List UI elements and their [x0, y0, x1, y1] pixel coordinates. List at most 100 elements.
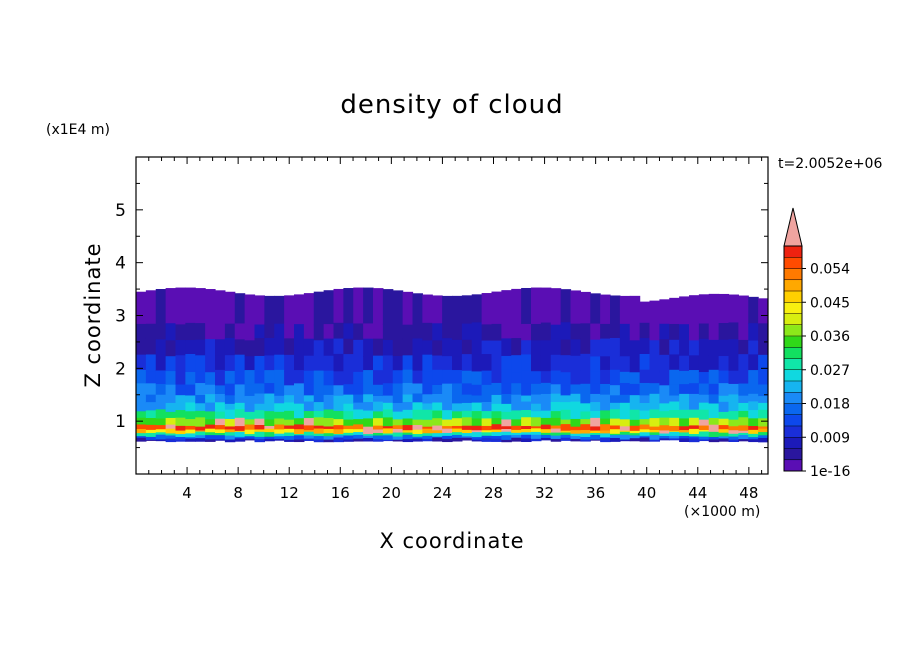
density-cell: [175, 324, 186, 341]
density-cell: [629, 383, 641, 396]
density-cell: [402, 369, 414, 384]
density-cell: [570, 433, 581, 437]
colorbar-segment: [784, 246, 802, 258]
density-cell: [669, 435, 680, 440]
density-cell: [284, 428, 295, 434]
density-cell: [333, 338, 344, 355]
density-cell: [432, 437, 443, 442]
density-cell: [748, 401, 759, 411]
density-cell: [708, 369, 720, 385]
density-cell: [353, 371, 364, 384]
density-cell: [629, 372, 641, 385]
density-cell: [274, 418, 285, 426]
density-cell: [461, 417, 473, 427]
density-cell: [738, 402, 749, 412]
density-cell: [540, 340, 552, 356]
density-cell: [224, 383, 236, 396]
density-cell: [590, 426, 601, 432]
density-cell: [570, 409, 581, 420]
density-cell: [333, 395, 344, 404]
density-cell: [531, 371, 542, 385]
density-cell: [600, 294, 611, 325]
density-cell: [264, 428, 275, 433]
density-cell: [264, 383, 275, 395]
density-cell: [215, 435, 226, 440]
density-cell: [215, 432, 226, 436]
density-cell: [619, 356, 631, 373]
density-cell: [185, 433, 196, 438]
density-cell: [471, 322, 483, 341]
density-cell: [165, 395, 177, 404]
density-cell: [521, 425, 532, 430]
density-cell: [264, 323, 275, 339]
density-cell: [353, 339, 364, 356]
density-cell: [274, 369, 285, 386]
density-cell: [373, 439, 384, 442]
density-cell: [471, 418, 483, 427]
density-cell: [708, 355, 720, 371]
density-cell: [698, 323, 710, 340]
density-cell: [195, 417, 206, 428]
density-cell: [432, 410, 443, 419]
density-cell: [570, 290, 581, 325]
density-cell: [294, 434, 305, 436]
colorbar-segment: [784, 358, 802, 371]
density-cell: [570, 438, 581, 442]
density-cell: [689, 355, 700, 371]
density-cell: [165, 424, 177, 430]
density-cell: [728, 411, 739, 421]
density-cell: [708, 424, 720, 431]
density-cell: [323, 338, 335, 357]
density-cell: [412, 409, 423, 421]
density-cell: [471, 354, 483, 373]
density-cell: [452, 295, 463, 323]
density-cell: [491, 372, 502, 384]
density-cell: [432, 355, 443, 371]
density-cell: [244, 384, 256, 397]
density-cell: [758, 426, 768, 430]
density-cell: [363, 434, 374, 437]
density-cell: [373, 411, 384, 419]
density-cell: [382, 323, 394, 341]
density-cell: [511, 432, 522, 436]
density-cell: [521, 395, 532, 403]
density-cell: [234, 417, 246, 427]
density-cell: [442, 435, 453, 440]
density-cell: [244, 340, 256, 357]
density-cell: [511, 437, 522, 442]
density-cell: [708, 293, 720, 324]
density-cell: [570, 323, 581, 341]
density-cell: [234, 430, 246, 433]
density-cell: [511, 410, 522, 420]
density-cell: [442, 323, 453, 339]
density-cell: [461, 436, 473, 439]
density-cell: [452, 395, 463, 405]
density-cell: [511, 338, 522, 356]
density-cell: [610, 418, 621, 427]
density-cell: [580, 411, 591, 420]
density-cell: [382, 395, 394, 404]
density-cell: [234, 339, 246, 356]
density-cell: [718, 323, 730, 341]
density-cell: [698, 419, 710, 427]
colorbar-label: 0.045: [810, 295, 850, 311]
density-cell: [629, 322, 641, 341]
density-cell: [649, 439, 660, 442]
density-cell: [284, 402, 295, 412]
density-cell: [698, 409, 710, 421]
density-cell: [155, 394, 167, 404]
density-cell: [254, 410, 265, 420]
density-cell: [560, 355, 572, 373]
density-cell: [323, 403, 335, 411]
colorbar-label: 0.036: [810, 329, 850, 345]
density-cell: [511, 355, 522, 373]
density-cell: [560, 372, 572, 386]
colorbar-segment: [784, 291, 802, 303]
density-cell: [373, 324, 384, 340]
density-cell: [323, 324, 335, 340]
density-cell: [215, 418, 226, 426]
density-cell: [333, 425, 344, 430]
density-cell: [195, 431, 206, 436]
density-cell: [363, 435, 374, 439]
density-cell: [205, 402, 216, 412]
